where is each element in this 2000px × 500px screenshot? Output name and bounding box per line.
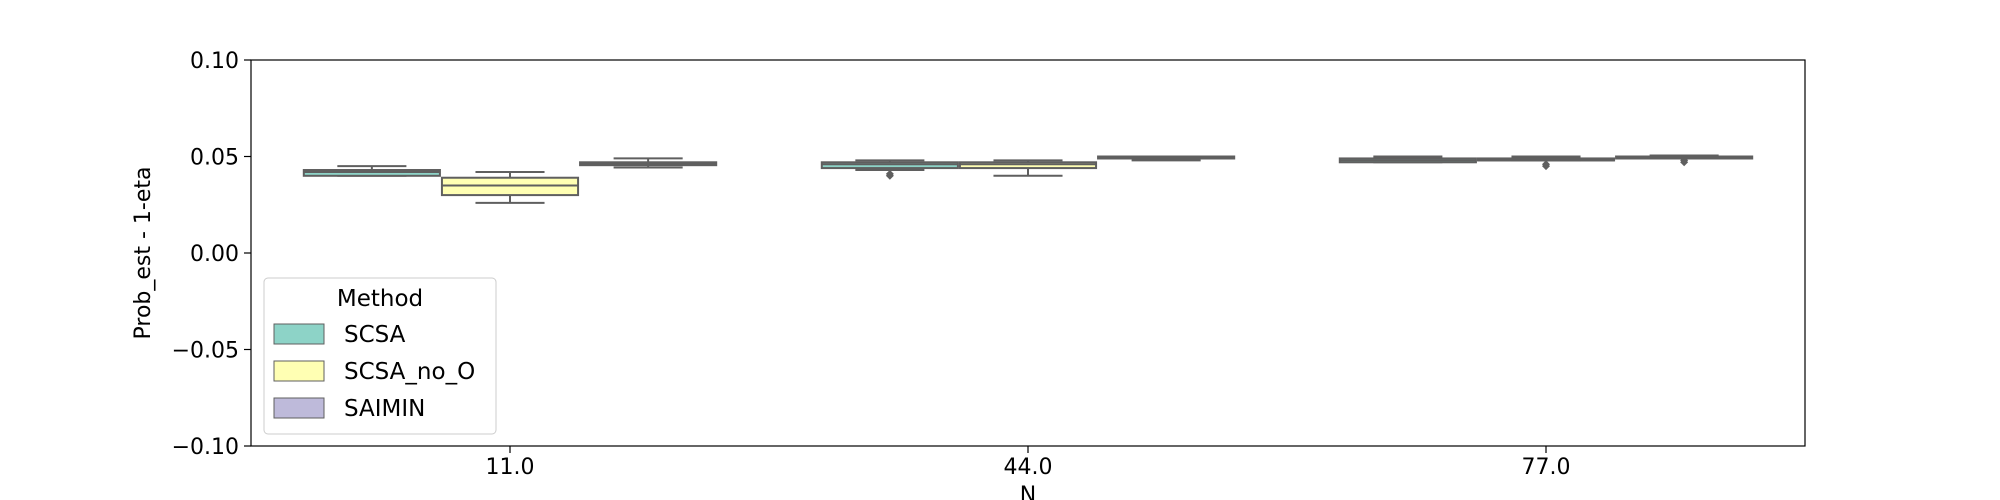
box-scsa_no_o-77.0 — [1476, 155, 1616, 171]
legend-swatch — [273, 360, 325, 382]
x-tick-label: 44.0 — [1004, 455, 1053, 480]
y-tick-label: −0.10 — [172, 435, 239, 460]
legend-label: SCSA — [344, 322, 406, 348]
legend-label: SAIMIN — [344, 396, 425, 422]
outlier-point — [1542, 160, 1550, 169]
box-scsa-44.0 — [820, 159, 959, 180]
x-axis: 11.0 44.0 77.0 — [486, 446, 1571, 480]
box-saimin-11.0 — [579, 157, 718, 169]
y-tick-label: 0.05 — [190, 146, 239, 171]
outlier-point — [1680, 156, 1689, 165]
outlier-point — [885, 169, 894, 178]
legend-label: SCSA_no_O — [344, 359, 475, 385]
legend-title: Method — [337, 286, 423, 312]
x-tick-label: 77.0 — [1522, 455, 1571, 480]
y-axis-label: Prob_est - 1-eta — [131, 167, 156, 340]
box-scsa-77.0 — [1338, 155, 1477, 164]
y-axis: 0.10 0.05 0.00 −0.05 −0.10 — [172, 49, 251, 460]
box-scsa_no_o-44.0 — [958, 159, 1098, 177]
legend-frame — [263, 277, 497, 435]
y-tick-label: 0.00 — [190, 242, 239, 267]
box-saimin-44.0 — [1097, 155, 1236, 162]
box-scsa-11.0 — [302, 165, 441, 177]
legend-swatch — [273, 323, 325, 345]
box-scsa_no_o-11.0 — [440, 170, 580, 204]
x-axis-label: N — [1020, 483, 1036, 500]
y-tick-label: 0.10 — [190, 49, 239, 74]
x-tick-label: 11.0 — [486, 455, 535, 480]
box-saimin-77.0 — [1615, 154, 1754, 167]
y-tick-label: −0.05 — [172, 339, 239, 364]
legend-swatch — [273, 397, 325, 419]
legend: Method SCSA SCSA_no_O SAIMIN — [263, 277, 497, 435]
plot-area — [302, 154, 1754, 204]
